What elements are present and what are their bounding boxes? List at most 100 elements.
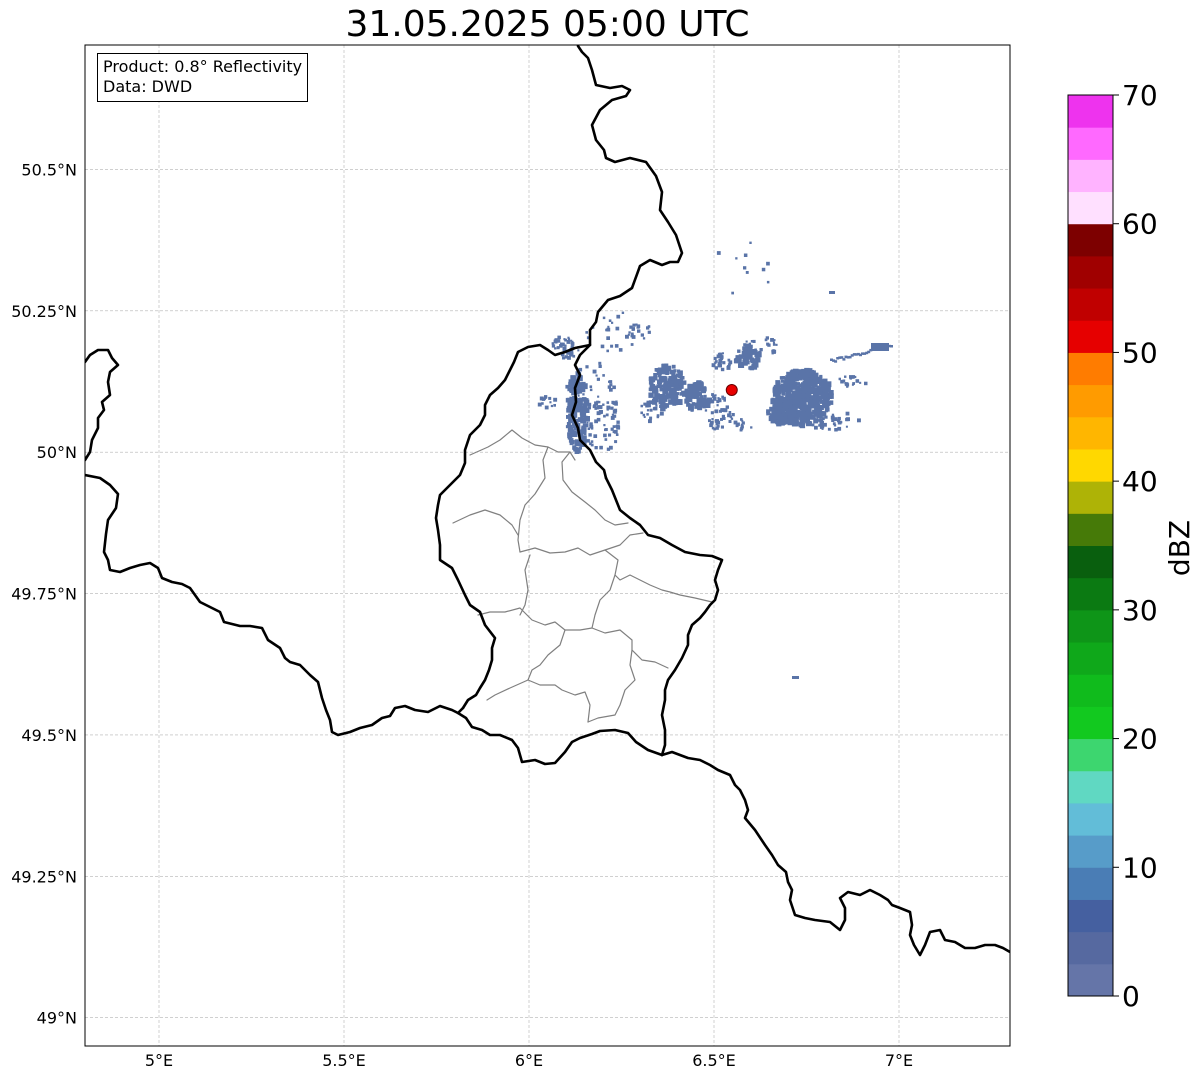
echo-pixel — [720, 417, 723, 421]
echo-pixel — [819, 400, 824, 404]
echo-pixel — [830, 358, 833, 361]
echo-pixel — [602, 403, 605, 406]
echo-pixel — [852, 382, 855, 385]
echo-pixel — [570, 346, 574, 350]
echo-pixel — [840, 379, 844, 384]
echo-pixel — [602, 316, 606, 320]
echo-pixel — [703, 398, 709, 405]
colorbar-segment — [1068, 255, 1113, 289]
echo-pixel — [566, 352, 569, 355]
echo-pixel — [574, 407, 580, 413]
echo-pixel — [662, 376, 668, 382]
echo-pixel — [716, 251, 721, 255]
echo-pixel — [668, 390, 673, 395]
echo-pixel — [567, 402, 570, 405]
echo-pixel — [769, 406, 774, 412]
echo-pixel — [825, 401, 830, 405]
echo-pixel — [776, 410, 782, 416]
echo-pixel — [796, 409, 800, 414]
echo-pixel — [799, 405, 803, 410]
echo-pixel — [649, 376, 655, 382]
echo-pixel — [590, 440, 594, 443]
echo-pixel — [651, 400, 656, 405]
echo-pixel — [569, 382, 574, 388]
echo-pixel — [819, 421, 824, 426]
echo-pixel — [564, 344, 567, 347]
colorbar-segment — [1068, 416, 1113, 450]
echo-pixel — [608, 380, 611, 383]
data-source-text: Data: DWD — [103, 77, 193, 96]
echo-pixel — [814, 407, 820, 414]
echo-pixel — [613, 414, 617, 418]
echo-pixel — [659, 411, 664, 416]
echo-pixel — [589, 385, 593, 388]
echo-pixel — [722, 352, 724, 355]
echo-pixel — [827, 427, 831, 431]
echo-pixel — [864, 382, 867, 385]
echo-pixel — [767, 343, 771, 347]
echo-pixel — [750, 358, 756, 364]
echo-pixel — [890, 345, 893, 348]
echo-pixel — [647, 330, 651, 334]
colorbar-tick-label: 50 — [1122, 336, 1158, 369]
latitude-label: 49.75°N — [11, 585, 77, 604]
echo-pixel — [817, 386, 822, 391]
echo-pixel — [569, 385, 575, 391]
echo-pixel — [713, 427, 717, 431]
echo-pixel — [777, 413, 783, 420]
echo-pixel — [609, 383, 613, 387]
echo-pixel — [540, 396, 543, 399]
echo-pixel — [537, 402, 542, 407]
echo-pixel — [753, 362, 759, 368]
echo-pixel — [657, 379, 663, 385]
echo-pixel — [847, 418, 850, 421]
echo-pixel — [598, 405, 603, 410]
echo-pixel — [833, 424, 837, 427]
echo-pixel — [716, 354, 721, 359]
echo-pixel — [822, 391, 829, 398]
echo-pixel — [570, 375, 577, 381]
echo-pixel — [684, 398, 690, 404]
echo-pixel — [610, 416, 615, 420]
echo-pixel — [824, 415, 828, 419]
echo-pixel — [811, 423, 815, 427]
echo-pixel — [775, 395, 780, 400]
echo-pixel — [670, 387, 677, 393]
echo-pixel — [801, 368, 806, 373]
echo-pixel — [615, 400, 618, 403]
echo-pixel — [553, 404, 556, 407]
echo-pixel — [809, 399, 814, 404]
echo-pixel — [673, 393, 677, 397]
echo-pixel — [800, 413, 807, 419]
echo-pixel — [609, 445, 613, 450]
echo-pixel — [579, 388, 583, 392]
echo-pixel — [789, 381, 793, 385]
echo-pixel — [569, 396, 576, 403]
echo-pixel — [586, 417, 589, 420]
longitude-labels: 5°E 5.5°E 6°E 6.5°E 7°E — [145, 1051, 913, 1070]
echo-pixel — [714, 394, 717, 397]
echo-pixel — [838, 356, 842, 359]
echo-pixel — [599, 410, 603, 414]
echo-pixel — [820, 411, 827, 417]
echo-pixel — [579, 382, 584, 387]
latitude-label: 49.25°N — [11, 867, 77, 886]
echo-pixel — [829, 291, 835, 294]
colorbar-segment — [1068, 835, 1113, 868]
echo-pixel — [708, 419, 711, 423]
echo-pixel — [774, 413, 779, 418]
echo-pixel — [818, 424, 821, 427]
echo-pixel — [659, 387, 663, 392]
echo-pixel — [588, 433, 592, 437]
echo-pixel — [806, 404, 810, 409]
echo-pixel — [571, 422, 576, 426]
colorbar-tick-label: 0 — [1122, 980, 1140, 1013]
echo-pixel — [602, 374, 605, 377]
echo-pixel — [801, 407, 807, 413]
echo-pixel — [802, 420, 806, 423]
echo-pixel — [859, 353, 862, 357]
echo-pixel — [659, 405, 663, 408]
echo-pixel — [571, 378, 577, 384]
echo-pixel — [551, 344, 556, 348]
echo-pixel — [668, 380, 674, 386]
